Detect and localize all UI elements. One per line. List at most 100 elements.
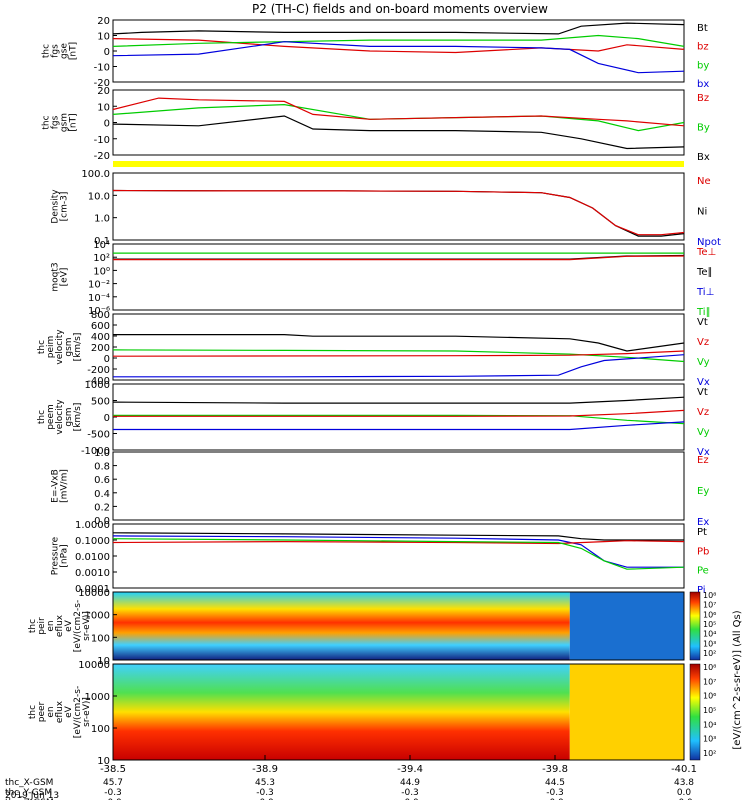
figure-title: P2 (TH-C) fields and on-board moments ov… xyxy=(252,2,548,16)
footer-row-label: thc_X-GSM xyxy=(5,778,53,788)
legend-entry: bz xyxy=(697,42,709,53)
panel-pressure: 1.0000 0.1000 0.0100 0.0010 0.0001 Pressure [n… xyxy=(51,520,710,596)
panel-frame xyxy=(112,313,685,381)
panel-density: 100.0 10.0 1.0 0.1 Density [cm-3] Ne Ni Npot xyxy=(51,169,721,248)
footer-axis-labels: -38.5 -38.9 -39.4 -39.8 -40.1 thc_X-GSM 45.7 45… xyxy=(5,755,697,800)
y-tick-label: 0 xyxy=(104,413,110,424)
series-Ni xyxy=(112,189,685,237)
y-axis-label: [mV/m] xyxy=(60,469,70,503)
y-tick-label: 1.0 xyxy=(94,448,110,459)
quality-flag-bar xyxy=(113,161,684,167)
footer-value: 45.3 xyxy=(255,778,275,788)
y-tick-label: 200 xyxy=(91,343,110,354)
colorbar-tick-label: 10⁴ xyxy=(703,720,716,729)
panel-frame xyxy=(112,591,685,661)
y-tick-label: 0.0001 xyxy=(75,584,110,595)
y-tick-label: 0.1 xyxy=(94,236,110,247)
y-tick-label: 1000 xyxy=(85,692,110,703)
y-axis-label: gsm xyxy=(64,407,74,426)
series-Ne xyxy=(112,189,685,236)
y-tick-label: 10 xyxy=(97,656,110,667)
spectrogram xyxy=(113,592,570,660)
footer-date: 2019 Jun 13 xyxy=(5,791,59,800)
legend-entry: Vz xyxy=(697,407,709,418)
y-axis-label: en xyxy=(46,706,56,717)
legend-entry: Ne xyxy=(697,176,711,187)
colorbar-tick-label: 10⁵ xyxy=(703,620,716,629)
panel-frame xyxy=(112,243,685,311)
x-tick-label: -38.5 xyxy=(100,764,126,775)
y-axis-label: eflux xyxy=(55,614,65,637)
legend-entry: Te∥ xyxy=(696,267,713,278)
footer-value: -0.0 xyxy=(546,798,564,800)
panel-temperature: 10⁴ 10² 10⁰ 10⁻² 10⁻⁴ 10⁻⁶ moqt3 [eV] Te⊥ Te∥ Ti⊥ T… xyxy=(51,240,717,318)
series-by xyxy=(112,34,685,47)
colorbar-tick-label: 10⁷ xyxy=(703,677,716,686)
colorbar-tick-label: 10² xyxy=(703,749,716,758)
legend-entry: Ti⊥ xyxy=(696,287,714,298)
footer-value: -0.3 xyxy=(401,788,419,798)
x-tick-label: -40.1 xyxy=(671,764,697,775)
legend-entry: Vz xyxy=(697,337,709,348)
legend-entry: Te⊥ xyxy=(696,247,716,258)
y-tick-label: 100 xyxy=(91,724,110,735)
y-tick-label: 1000 xyxy=(85,611,110,622)
y-axis-label: velocity xyxy=(55,399,65,435)
y-axis-label: [nT] xyxy=(69,113,79,131)
y-tick-label: 20 xyxy=(97,86,110,97)
series-Vz xyxy=(112,350,685,357)
y-axis-label: [cm-3] xyxy=(60,192,70,222)
series-Bz xyxy=(112,97,685,127)
y-tick-label: 1.0000 xyxy=(75,520,110,531)
panel-peem_velocity: 1000 500 0 -500 -1000 thc peem velocity gsm [km/s… xyxy=(37,380,710,458)
footer-value: -0.0 xyxy=(104,798,122,800)
y-tick-label: 10⁻⁶ xyxy=(88,306,110,317)
series-Vx xyxy=(113,354,685,378)
y-tick-label: 10⁻⁴ xyxy=(88,293,110,304)
y-axis-label: Density xyxy=(51,189,61,224)
y-tick-label: -10 xyxy=(94,63,110,74)
footer-row-label: thc_Y-GSM xyxy=(5,788,52,798)
y-axis-label: [km/s] xyxy=(73,333,83,362)
y-tick-label: 10000 xyxy=(78,660,110,671)
y-tick-label: 100.0 xyxy=(81,169,110,180)
y-axis-label: gsm xyxy=(64,337,74,356)
legend-entry: Ti∥ xyxy=(696,307,711,318)
y-tick-label: 1000 xyxy=(85,380,110,391)
y-tick-label: 600 xyxy=(91,321,110,332)
legend-entry: Vx xyxy=(697,377,710,388)
panel-frame xyxy=(112,172,685,241)
footer-row-label: thc_Z-GSM xyxy=(5,798,54,800)
y-tick-label: 20 xyxy=(97,16,110,27)
footer-value: 44.9 xyxy=(400,778,420,788)
y-axis-label: [eV/(cm2-s- xyxy=(73,686,83,738)
y-axis-label: moqt3 xyxy=(51,262,61,291)
y-tick-label: 0 xyxy=(104,119,110,130)
y-axis-label: thc xyxy=(28,705,38,719)
colorbar-tick-label: 10⁷ xyxy=(703,601,716,610)
colorbar-tick-label: 10³ xyxy=(703,639,716,648)
panel-peer_spec: 10⁸ 10⁷ 10⁶ 10⁵ 10⁴ 10³ 10² 10000 1000 100 10 thc pe… xyxy=(28,660,716,767)
y-tick-label: 10 xyxy=(97,102,110,113)
x-tick-label: -39.4 xyxy=(397,764,423,775)
y-axis-label: peir xyxy=(37,617,47,635)
legend-entry: Vy xyxy=(697,427,710,438)
panel-efield: 1.0 0.8 0.6 0.4 0.2 0.0 E=-VxB [mV/m] Ez Ey Ex xyxy=(51,448,710,528)
y-tick-label: -20 xyxy=(94,151,110,162)
y-axis-label: eflux xyxy=(55,700,65,723)
series-Pi xyxy=(112,535,684,568)
legend-entry: Bx xyxy=(697,152,710,163)
legend-entry: by xyxy=(697,60,709,71)
panel-frame xyxy=(112,383,685,451)
y-tick-label: 10⁰ xyxy=(93,266,110,277)
y-tick-label: 10000 xyxy=(78,588,110,599)
y-tick-label: 100 xyxy=(91,633,110,644)
y-tick-label: 0.6 xyxy=(94,475,110,486)
y-axis-label: eV xyxy=(64,619,74,632)
legend-entry: Vt xyxy=(697,387,708,398)
legend-entry: Npot xyxy=(697,237,721,248)
legend-entry: Bt xyxy=(697,23,708,34)
